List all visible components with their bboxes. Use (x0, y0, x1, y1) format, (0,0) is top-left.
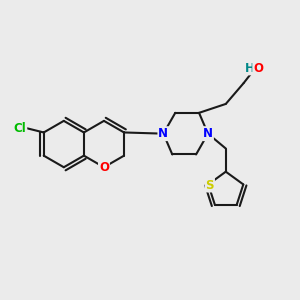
Text: O: O (99, 161, 109, 174)
Text: S: S (206, 178, 214, 191)
Text: Cl: Cl (14, 122, 26, 134)
Text: H: H (245, 62, 255, 75)
Text: N: N (203, 127, 213, 140)
Text: O: O (253, 62, 263, 75)
Text: N: N (158, 127, 168, 140)
